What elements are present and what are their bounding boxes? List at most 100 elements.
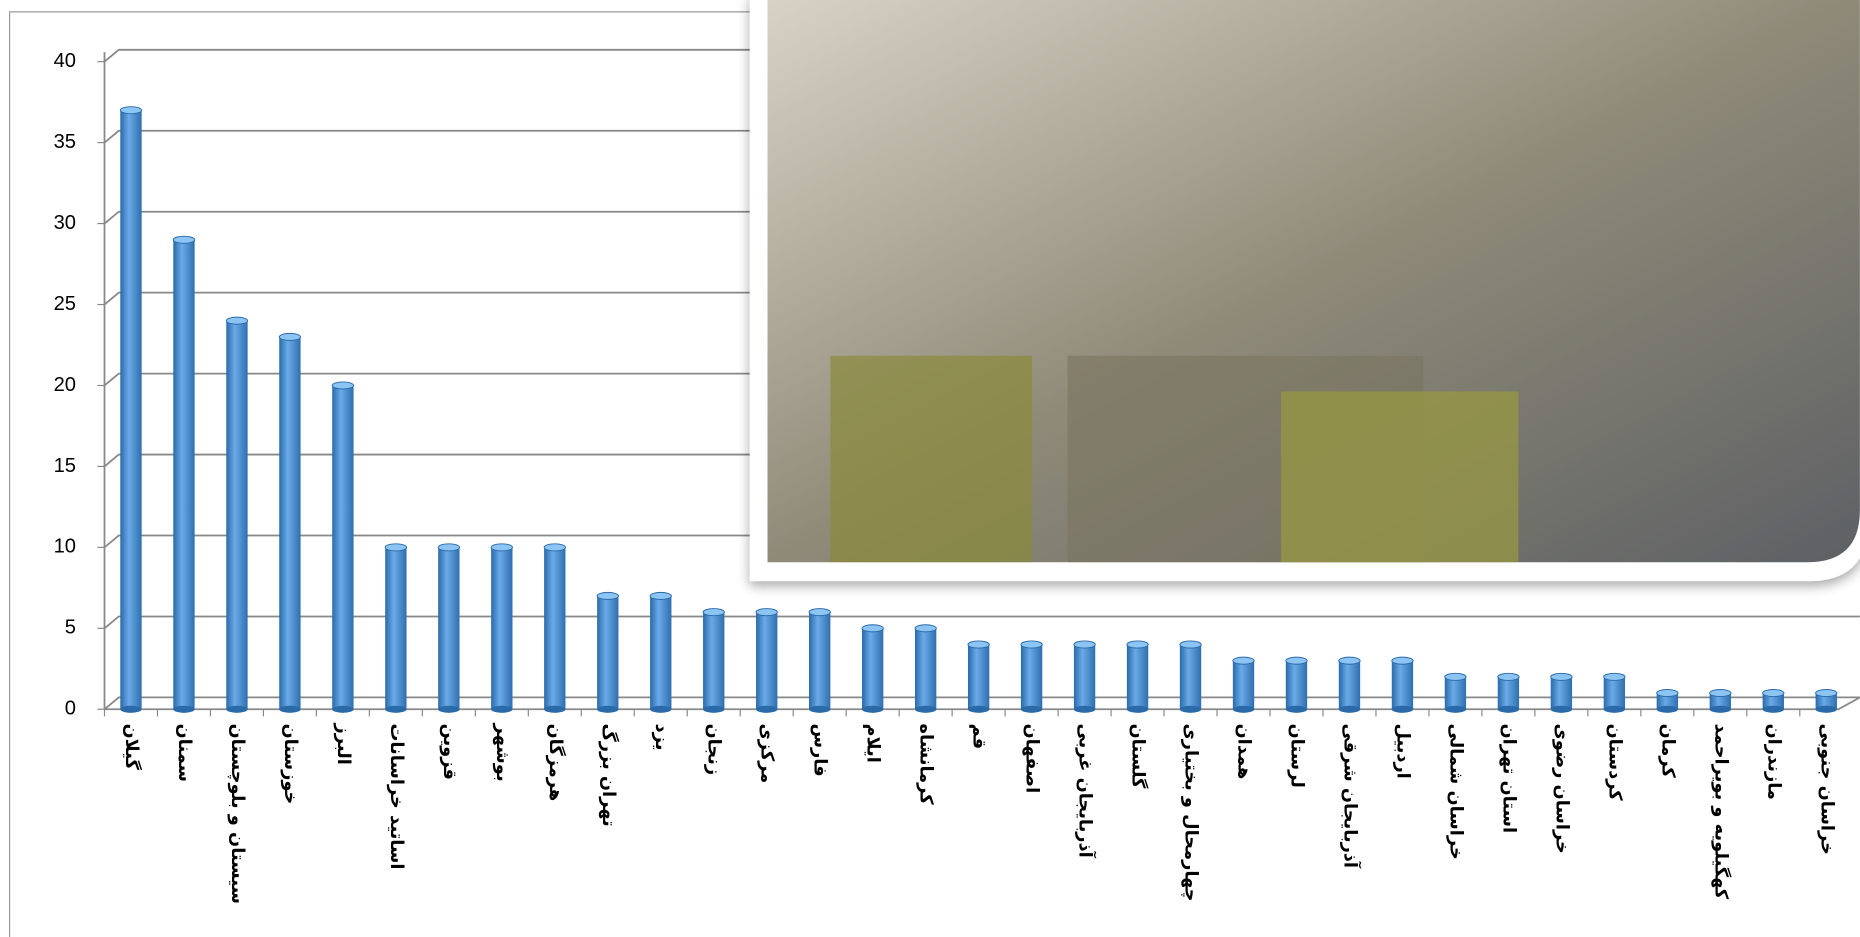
- bar-base: [809, 705, 831, 713]
- bar-base: [650, 705, 672, 713]
- bar-base: [1444, 705, 1467, 713]
- bar-cap: [384, 543, 408, 552]
- photo-image: [767, 0, 1860, 563]
- bar-cap: [1232, 656, 1255, 665]
- bar-base: [1709, 705, 1731, 713]
- x-tick-label: زنجان: [704, 724, 725, 776]
- x-tick-label: البرز: [333, 723, 354, 765]
- bar: [1073, 644, 1096, 710]
- photo-detail: [830, 355, 1033, 563]
- bar: [1232, 660, 1255, 710]
- bar-base: [1497, 705, 1520, 713]
- bar-cap: [278, 332, 302, 341]
- bar-cap: [437, 543, 460, 552]
- x-tick-label: گیلان: [121, 724, 143, 771]
- bar-base: [1073, 705, 1096, 713]
- bar-base: [914, 705, 937, 713]
- bar-base: [756, 705, 778, 713]
- bar-base: [173, 705, 195, 713]
- x-tick-label: قم: [969, 724, 990, 750]
- x-tick-label: آذربایجان شرقی: [1339, 724, 1362, 869]
- bar: [1497, 676, 1520, 710]
- bar-base: [1126, 705, 1149, 713]
- bar-cap: [1709, 689, 1732, 698]
- bar: [703, 612, 725, 710]
- bar-base: [1232, 705, 1255, 713]
- x-tick-label: سمنان: [174, 724, 195, 783]
- x-tick-label: اصفهان: [1022, 724, 1043, 794]
- bar-cap: [1656, 689, 1679, 698]
- x-tick-label: چهارمحال و بختیاری: [1181, 724, 1202, 902]
- bar: [1762, 693, 1784, 710]
- bar-cap: [1603, 672, 1626, 681]
- x-tick-label: بوشهر: [492, 723, 513, 782]
- x-tick-label: قزوین: [439, 724, 460, 780]
- bar-base: [1603, 705, 1626, 713]
- bar: [1391, 660, 1414, 710]
- bar: [809, 612, 831, 710]
- x-tick-label: گلستان: [1128, 724, 1150, 789]
- bar: [597, 595, 619, 710]
- x-tick-label: خوزستان: [280, 724, 301, 805]
- bar-cap: [1179, 640, 1202, 649]
- bar: [120, 110, 142, 710]
- y-tick-label: 5: [65, 617, 76, 639]
- bar: [1550, 676, 1573, 710]
- x-tick-label: کرمانشاه: [916, 724, 937, 806]
- x-tick-label: ایلام: [863, 724, 884, 763]
- x-tick-label: مرکزی: [757, 724, 778, 784]
- bar-base: [1391, 705, 1414, 713]
- bar: [226, 320, 248, 710]
- bar-base: [385, 705, 407, 713]
- x-tick-label: اردبیل: [1392, 724, 1413, 779]
- bar: [1444, 676, 1467, 710]
- bar-cap: [1391, 656, 1414, 665]
- bar-base: [703, 705, 725, 713]
- bar-cap: [172, 235, 196, 244]
- grid-line: [103, 696, 1860, 710]
- bar-base: [1020, 705, 1043, 713]
- x-tick-label: فارس: [810, 724, 831, 777]
- bar-cap: [1497, 672, 1520, 681]
- bar-cap: [808, 608, 831, 617]
- bar-cap: [1020, 640, 1043, 649]
- y-tick-label: 30: [54, 212, 76, 234]
- x-tick-label: خراسان شمالی: [1445, 724, 1466, 860]
- x-tick-label: لرستان: [1286, 724, 1307, 788]
- bar: [1815, 693, 1837, 710]
- y-tick-label: 20: [54, 374, 76, 396]
- photo: [749, 0, 1860, 582]
- bar-base: [1656, 705, 1679, 713]
- bar-base: [1815, 705, 1837, 713]
- y-tick-label: 10: [54, 536, 76, 558]
- bar: [650, 595, 672, 710]
- x-tick-label: کهگیلویه و بویراحمد: [1710, 724, 1732, 900]
- bar-cap: [490, 543, 513, 552]
- bar: [1603, 676, 1626, 710]
- x-tick-label: مازندران: [1763, 724, 1784, 800]
- bar-base: [491, 705, 513, 713]
- bar-base: [1285, 705, 1308, 713]
- x-tick-label: تهران بزرگ: [598, 724, 619, 827]
- bar-cap: [1815, 689, 1838, 698]
- bar-cap: [649, 591, 672, 600]
- bar-cap: [225, 316, 249, 325]
- bar-cap: [119, 106, 143, 115]
- x-tick-label: خراسان رضوی: [1551, 724, 1572, 854]
- bar-cap: [1285, 656, 1308, 665]
- bar-cap: [702, 608, 725, 617]
- bar: [438, 547, 460, 710]
- bar: [491, 547, 513, 710]
- bar: [332, 385, 354, 710]
- y-tick-label: 35: [54, 131, 76, 153]
- x-tick-label: هرمزگان: [545, 724, 567, 802]
- bar-cap: [1126, 640, 1149, 649]
- bar-cap: [1338, 656, 1361, 665]
- bar-base: [1338, 705, 1361, 713]
- bar: [173, 239, 195, 710]
- bar-base: [1762, 705, 1784, 713]
- bar-base: [438, 705, 460, 713]
- chart-frame: [9, 11, 760, 937]
